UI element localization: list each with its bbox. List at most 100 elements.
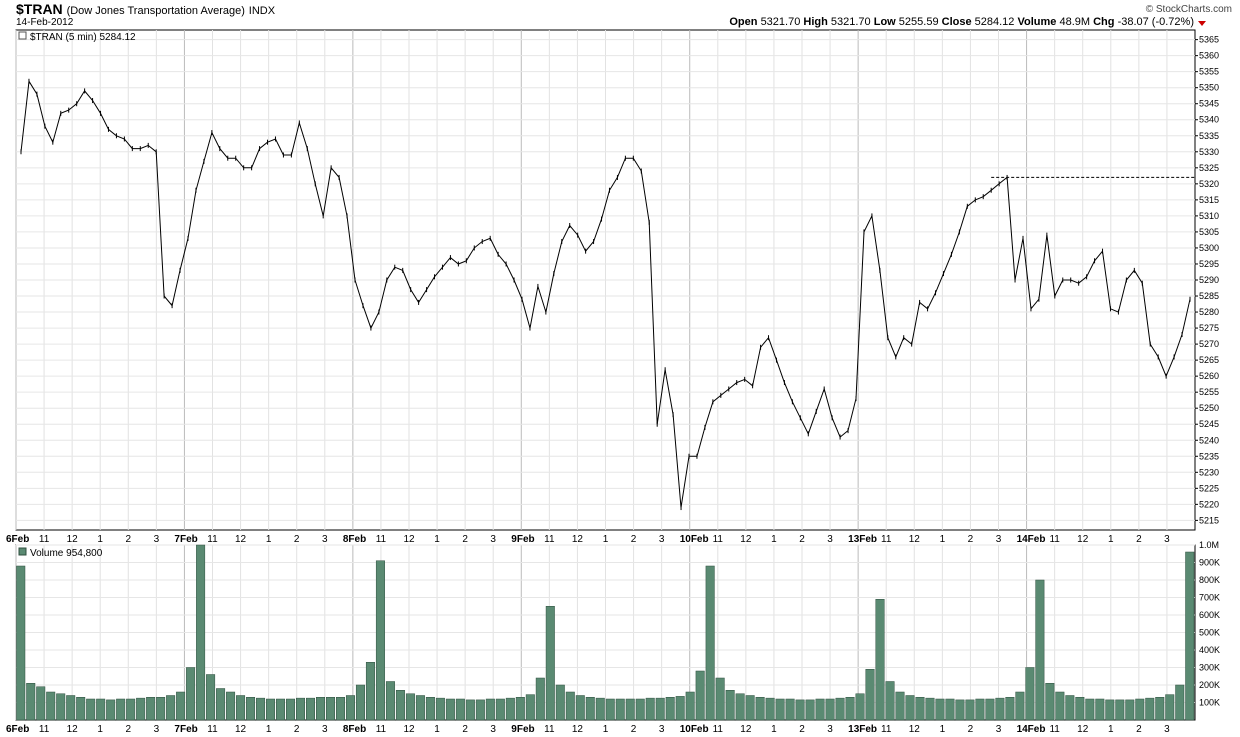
volume-bar (915, 697, 925, 721)
volume-bar (895, 691, 905, 721)
volume-bar (1045, 683, 1055, 721)
volume-bar (475, 699, 485, 721)
x-tick-label: 8Feb (343, 534, 366, 545)
x-tick-label-volume: 12 (235, 724, 247, 735)
x-tick-label: 3 (659, 534, 665, 545)
x-tick-label-volume: 12 (403, 724, 415, 735)
x-tick-label: 14Feb (1017, 534, 1046, 545)
volume-y-tick-label: 700K (1199, 593, 1220, 603)
volume-bar (96, 698, 106, 721)
volume-bar (1035, 579, 1045, 721)
volume-bar (645, 697, 655, 721)
close-value: 5284.12 (974, 16, 1015, 28)
volume-bar (56, 693, 66, 721)
volume-y-tick-label: 300K (1199, 663, 1220, 673)
volume-bar (36, 686, 46, 721)
x-tick-label-volume: 2 (799, 724, 805, 735)
volume-bar (655, 697, 665, 721)
x-tick-label-volume: 1 (97, 724, 103, 735)
volume-bar (965, 699, 975, 721)
volume-bar (485, 698, 495, 721)
volume-bar (575, 695, 585, 721)
x-tick-label-volume: 2 (126, 724, 132, 735)
volume-bar (86, 698, 96, 721)
x-tick-label: 12 (1077, 534, 1089, 545)
volume-bar (276, 698, 286, 721)
volume-bar (1015, 691, 1025, 721)
volume-bar (725, 690, 735, 721)
x-tick-label: 11 (544, 534, 555, 545)
volume-bar (146, 697, 156, 721)
x-tick-label: 12 (235, 534, 247, 545)
volume-bar (585, 697, 595, 721)
y-tick-label: 5280 (1199, 307, 1219, 317)
volume-bar (256, 697, 266, 721)
y-tick-label: 5255 (1199, 387, 1219, 397)
volume-value: 48.9M (1059, 16, 1091, 28)
x-tick-label-volume: 3 (1164, 724, 1170, 735)
volume-bar (286, 698, 296, 721)
x-tick-label-volume: 3 (154, 724, 160, 735)
x-tick-label: 12 (572, 534, 584, 545)
volume-bar (1105, 699, 1115, 721)
volume-bar (945, 698, 955, 721)
x-tick-label-volume: 11 (881, 724, 892, 735)
volume-bar (905, 695, 915, 721)
y-tick-label: 5220 (1199, 499, 1219, 509)
chg-value: -38.07 (-0.72%) (1117, 16, 1194, 28)
volume-bar (1065, 695, 1075, 721)
volume-bar (106, 699, 116, 721)
x-tick-label-volume: 1 (434, 724, 440, 735)
x-tick-label: 1 (771, 534, 777, 545)
x-tick-label-volume: 1 (771, 724, 777, 735)
y-tick-label: 5260 (1199, 371, 1219, 381)
volume-y-tick-label: 500K (1199, 628, 1220, 638)
x-tick-label: 2 (1136, 534, 1142, 545)
x-tick-label-volume: 2 (968, 724, 974, 735)
y-tick-label: 5365 (1199, 35, 1219, 45)
x-tick-label: 10Feb (680, 534, 709, 545)
x-tick-label: 3 (490, 534, 496, 545)
y-tick-label: 5300 (1199, 243, 1219, 253)
volume-bar (1095, 698, 1105, 721)
volume-bar (365, 662, 375, 721)
volume-bar (206, 674, 216, 721)
volume-bar (415, 695, 425, 721)
x-tick-label-volume: 8Feb (343, 724, 366, 735)
volume-bar (535, 677, 545, 721)
y-tick-label: 5345 (1199, 99, 1219, 109)
y-tick-label: 5320 (1199, 179, 1219, 189)
volume-bar (325, 697, 335, 721)
volume-bar (545, 606, 555, 721)
x-tick-label-volume: 1 (1108, 724, 1114, 735)
x-tick-label: 12 (403, 534, 415, 545)
x-tick-label: 12 (67, 534, 79, 545)
x-tick-label: 12 (740, 534, 752, 545)
x-tick-label-volume: 11 (544, 724, 555, 735)
chg-label: Chg (1093, 16, 1115, 28)
x-tick-label-volume: 13Feb (848, 724, 877, 735)
x-tick-label: 2 (294, 534, 300, 545)
volume-bar (246, 697, 256, 721)
open-label: Open (729, 16, 758, 28)
volume-bar (855, 693, 865, 721)
volume-bar (555, 684, 565, 721)
volume-bar (695, 670, 705, 721)
y-tick-label: 5230 (1199, 467, 1219, 477)
high-value: 5321.70 (830, 16, 871, 28)
volume-bar (925, 697, 935, 721)
volume-bar (196, 544, 206, 721)
volume-bar (1175, 684, 1185, 721)
y-tick-label: 5215 (1199, 515, 1219, 525)
x-tick-label: 2 (631, 534, 637, 545)
y-tick-label: 5245 (1199, 419, 1219, 429)
x-tick-label-volume: 11 (1049, 724, 1060, 735)
y-tick-label: 5235 (1199, 451, 1219, 461)
volume-bar (755, 697, 765, 721)
x-tick-label-volume: 9Feb (511, 724, 534, 735)
volume-bar (126, 698, 136, 721)
volume-bar (166, 695, 176, 721)
x-tick-label-volume: 2 (462, 724, 468, 735)
down-arrow-icon (1198, 21, 1206, 26)
chart-date: 14-Feb-2012 (16, 17, 74, 28)
